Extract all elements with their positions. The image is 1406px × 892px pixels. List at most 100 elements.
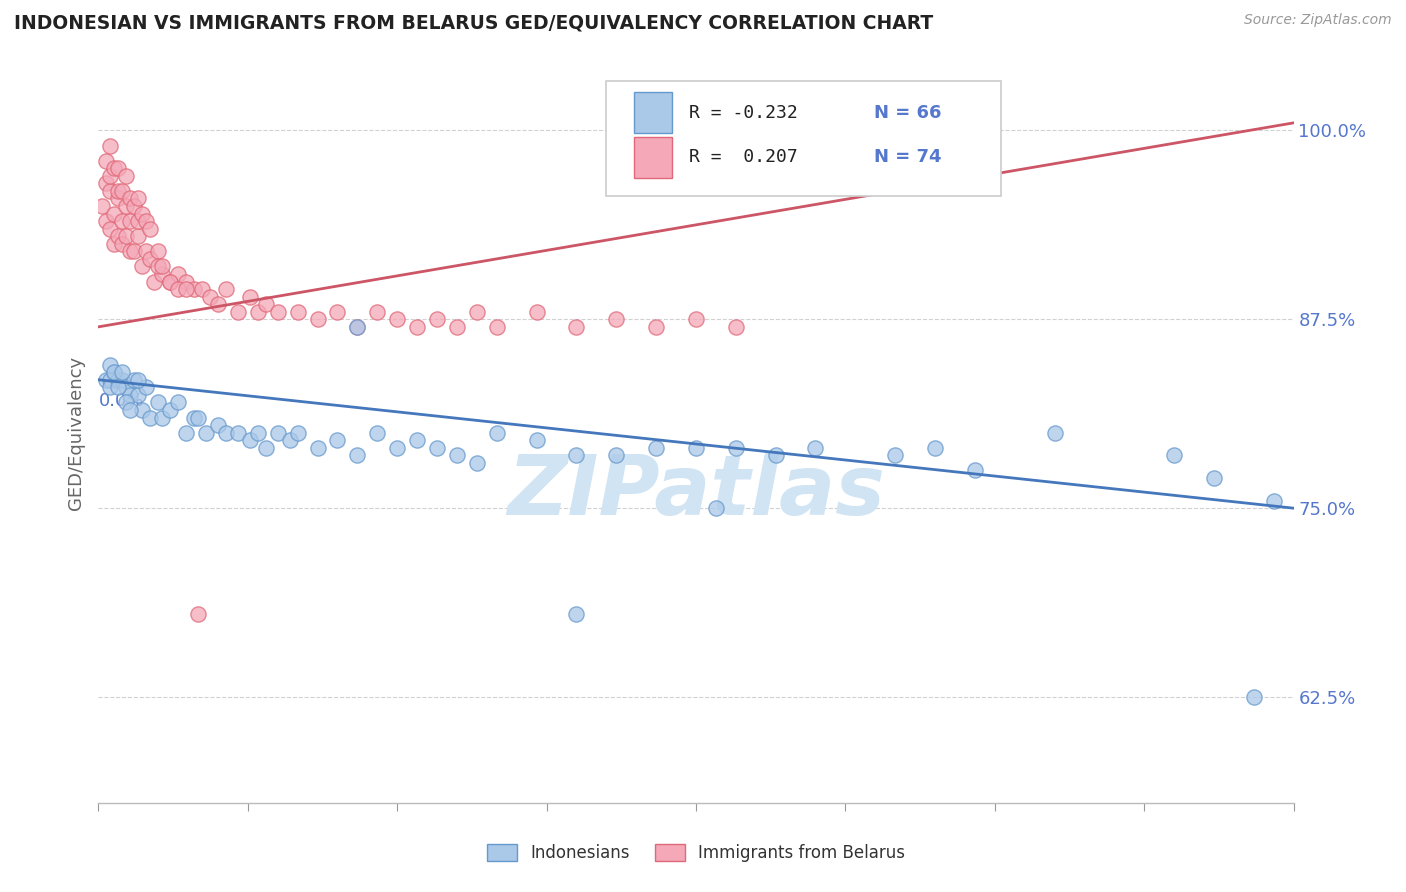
Point	[120, 403, 142, 417]
Point	[605, 312, 627, 326]
Point	[127, 388, 149, 402]
Point	[98, 373, 122, 387]
Point	[215, 425, 238, 440]
Point	[924, 441, 946, 455]
Point	[98, 221, 122, 235]
Point	[98, 169, 122, 183]
Point	[103, 365, 125, 379]
Point	[307, 312, 329, 326]
Point	[139, 252, 162, 266]
Point	[167, 267, 190, 281]
Point	[120, 191, 142, 205]
Point	[724, 441, 747, 455]
Point	[366, 425, 388, 440]
Point	[385, 441, 409, 455]
Text: R =  0.207: R = 0.207	[689, 148, 797, 166]
Point	[127, 214, 149, 228]
FancyBboxPatch shape	[634, 93, 672, 133]
Point	[127, 229, 149, 244]
Point	[565, 448, 588, 462]
Point	[207, 418, 229, 433]
Point	[111, 373, 134, 387]
Point	[704, 501, 727, 516]
Point	[124, 199, 146, 213]
Legend: Indonesians, Immigrants from Belarus: Indonesians, Immigrants from Belarus	[481, 837, 911, 869]
Point	[485, 425, 508, 440]
Point	[124, 373, 146, 387]
Point	[91, 199, 114, 213]
Point	[346, 448, 368, 462]
Point	[465, 304, 488, 318]
Point	[124, 244, 146, 259]
Point	[148, 260, 170, 274]
Point	[135, 244, 157, 259]
Point	[724, 319, 747, 334]
Point	[485, 319, 508, 334]
Point	[111, 184, 134, 198]
Point	[111, 214, 134, 228]
Point	[254, 441, 277, 455]
Text: Source: ZipAtlas.com: Source: ZipAtlas.com	[1244, 13, 1392, 28]
Point	[131, 403, 153, 417]
Point	[111, 236, 134, 251]
Point	[239, 290, 262, 304]
Point	[174, 275, 197, 289]
Point	[963, 463, 986, 477]
Point	[385, 312, 409, 326]
Point	[366, 304, 388, 318]
Point	[326, 433, 349, 447]
Point	[426, 441, 449, 455]
Point	[174, 425, 197, 440]
Point	[148, 244, 170, 259]
Point	[406, 433, 429, 447]
Point	[139, 221, 162, 235]
Point	[103, 206, 125, 220]
Point	[307, 441, 329, 455]
Point	[103, 161, 125, 176]
Point	[183, 410, 205, 425]
Point	[131, 206, 153, 220]
Point	[150, 267, 173, 281]
Point	[98, 184, 122, 198]
Point	[98, 358, 122, 372]
Point	[187, 607, 209, 621]
Point	[346, 319, 368, 334]
Point	[159, 275, 181, 289]
Point	[406, 319, 429, 334]
Point	[115, 380, 138, 394]
FancyBboxPatch shape	[634, 136, 672, 178]
Point	[96, 214, 118, 228]
Point	[685, 312, 707, 326]
Point	[605, 448, 627, 462]
Point	[120, 214, 142, 228]
Text: R = -0.232: R = -0.232	[689, 103, 797, 122]
Point	[167, 395, 190, 409]
Point	[565, 607, 588, 621]
Text: N = 74: N = 74	[875, 148, 942, 166]
Point	[446, 319, 468, 334]
Point	[246, 425, 269, 440]
Point	[215, 282, 238, 296]
Point	[765, 448, 787, 462]
Point	[120, 244, 142, 259]
Point	[96, 177, 118, 191]
Text: ZIPatlas: ZIPatlas	[508, 451, 884, 533]
Point	[127, 191, 149, 205]
Point	[254, 297, 277, 311]
FancyBboxPatch shape	[606, 81, 1001, 195]
Point	[148, 395, 170, 409]
Point	[135, 380, 157, 394]
Point	[685, 441, 707, 455]
Point	[645, 441, 668, 455]
Point	[195, 425, 218, 440]
Point	[167, 282, 190, 296]
Point	[645, 319, 668, 334]
Point	[115, 199, 138, 213]
Text: N = 66: N = 66	[875, 103, 942, 122]
Point	[326, 304, 349, 318]
Point	[278, 433, 301, 447]
Point	[115, 169, 138, 183]
Point	[526, 433, 548, 447]
Point	[207, 297, 229, 311]
Point	[107, 380, 129, 394]
